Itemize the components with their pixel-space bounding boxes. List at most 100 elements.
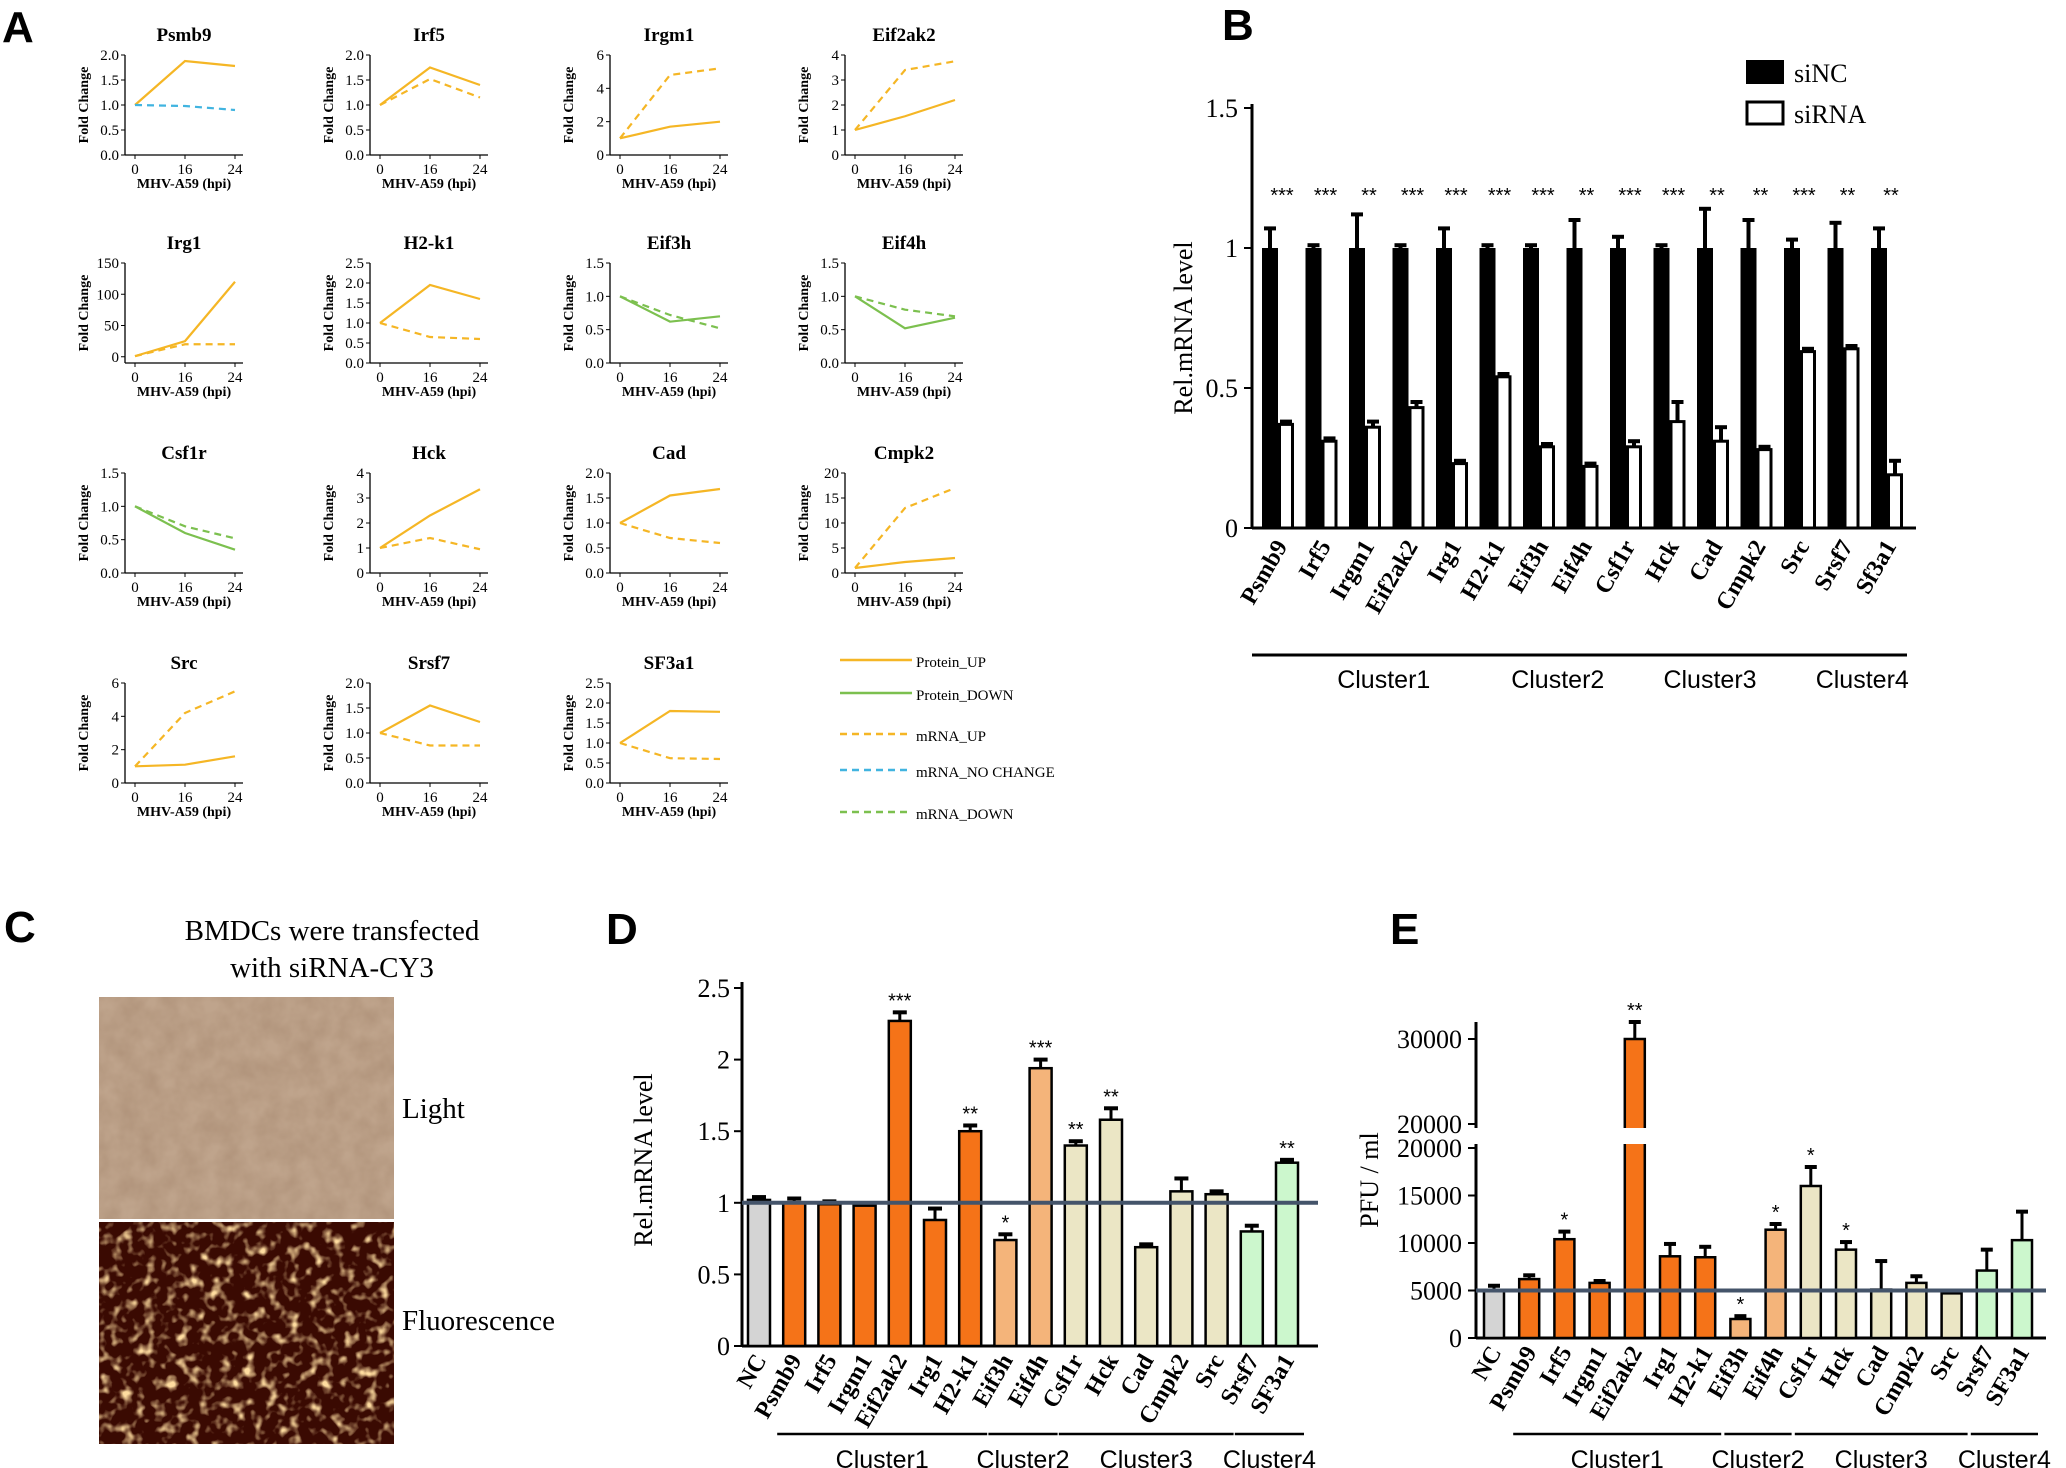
cluster-label: Cluster4 [1816, 666, 1909, 694]
bar-eif3h [993, 1238, 1018, 1348]
legend-sirna-swatch [1745, 100, 1785, 126]
y-tick-label: 0 [597, 148, 605, 164]
significance-mark: ** [1753, 185, 1769, 207]
y-tick-label: 2 [717, 1046, 730, 1075]
y-tick-label: 1.5 [345, 701, 364, 717]
significance-mark: *** [888, 990, 912, 1012]
bar-psmb9 [1517, 1277, 1541, 1340]
y-axis-label: Fold Change [322, 485, 337, 562]
bar-sinc [1566, 248, 1583, 528]
y-tick-label: 1.5 [345, 73, 364, 89]
significance-mark: *** [1488, 185, 1512, 207]
significance-mark: * [1002, 1212, 1010, 1234]
y-tick-label: 1.0 [100, 98, 119, 114]
x-tick-label: 0 [376, 370, 384, 386]
significance-mark: *** [1792, 185, 1816, 207]
significance-mark: ** [1579, 185, 1595, 207]
bar-eif4h [1028, 1066, 1053, 1348]
series-line-protein-down [134, 505, 236, 551]
y-tick-label: 2.0 [345, 276, 364, 292]
y-tick-label: 1.5 [585, 491, 604, 507]
y-tick-label: 0.5 [345, 336, 364, 352]
x-axis-label: MHV-A59 (hpi) [857, 177, 952, 192]
y-tick-label: 20000 [1397, 1134, 1462, 1163]
y-tick-label: 1.5 [698, 1117, 731, 1146]
y-tick-label: 0.5 [820, 323, 839, 339]
x-tick-label: 0 [376, 790, 384, 806]
y-axis-label: Fold Change [562, 695, 577, 772]
y-tick-label: 1.0 [345, 726, 364, 742]
significance-mark: *** [1401, 185, 1425, 207]
y-tick-label: 150 [97, 256, 120, 272]
x-axis-label: MHV-A59 (hpi) [137, 595, 232, 610]
y-tick-label: 1 [832, 123, 840, 139]
significance-mark: ** [962, 1103, 978, 1125]
x-tick-label: 16 [178, 162, 194, 178]
x-tick-label: 16 [423, 790, 439, 806]
significance-mark: * [1842, 1220, 1850, 1242]
x-tick-label: 16 [898, 580, 914, 596]
y-tick-label: 4 [832, 48, 840, 64]
series-line-protein-up [854, 98, 956, 132]
bar-sirna [1452, 462, 1468, 530]
small-chart-title: Csf1r [161, 443, 207, 464]
bar-cmpk2 [1169, 1190, 1194, 1348]
y-tick-label: 1.5 [1206, 94, 1239, 123]
series-line-mrna-down [854, 295, 956, 318]
significance-mark: ** [1068, 1119, 1084, 1141]
bar-sinc [1392, 248, 1409, 528]
y-axis-label: Fold Change [322, 275, 337, 352]
y-tick-label: 20000 [1397, 1110, 1462, 1139]
series-line-protein-up [619, 487, 721, 524]
y-tick-label: 1.0 [345, 316, 364, 332]
bar-csf1r [1063, 1144, 1089, 1348]
y-tick-label: 10 [824, 516, 839, 532]
cluster-label: Cluster1 [1571, 1446, 1664, 1468]
panel-label-e: E [1390, 905, 1419, 954]
legend-mrna-up-label: mRNA_UP [916, 729, 986, 745]
y-tick-label: 1.0 [820, 289, 839, 305]
y-tick-label: 1.5 [345, 296, 364, 312]
x-tick-label: 0 [616, 580, 624, 596]
y-tick-label: 1.5 [100, 73, 119, 89]
panel-label-d: D [606, 905, 638, 954]
x-axis-label: MHV-A59 (hpi) [382, 177, 477, 192]
x-tick-label: 0 [616, 790, 624, 806]
bar-srsf7 [1975, 1269, 1999, 1340]
y-tick-label: 1 [357, 541, 365, 557]
y-axis-label: Fold Change [77, 695, 92, 772]
bar-sinc [1653, 248, 1670, 528]
panel-label-c: C [4, 903, 36, 952]
series-line-mrna-down [619, 741, 721, 761]
significance-mark: *** [1662, 185, 1686, 207]
small-chart-title: Irg1 [167, 233, 202, 254]
bar-irg1 [1658, 1255, 1682, 1340]
series-line-protein-up [619, 120, 721, 140]
x-tick-label: 16 [663, 162, 679, 178]
y-tick-label: 0.0 [345, 776, 364, 792]
y-tick-label: 1.5 [100, 466, 119, 482]
x-tick-label: 0 [851, 580, 859, 596]
legend-mrna-down-label: mRNA_DOWN [916, 807, 1014, 823]
bar-hck [1834, 1248, 1858, 1340]
x-category-label: Csf1r [1590, 536, 1641, 599]
bar-sinc [1305, 248, 1322, 528]
x-tick-label: 0 [131, 162, 139, 178]
bar-nc [1482, 1289, 1506, 1340]
bar-h2-k1 [957, 1129, 983, 1348]
x-tick-label: 24 [713, 580, 729, 596]
cluster-label: Cluster2 [1511, 666, 1604, 694]
small-chart-title: SF3a1 [644, 653, 695, 674]
y-tick-label: 0 [357, 566, 365, 582]
x-category-label: H2-k1 [1456, 536, 1511, 604]
x-tick-label: 0 [851, 162, 859, 178]
series-line-protein-up [379, 704, 481, 734]
bar-sinc [1262, 248, 1278, 528]
significance-mark: * [1772, 1202, 1780, 1224]
light-micrograph-texture [99, 997, 394, 1219]
y-tick-label: 1.0 [585, 516, 604, 532]
bar-sinc [1610, 248, 1626, 528]
x-category-label: Irf5 [1294, 536, 1337, 584]
x-axis-label: MHV-A59 (hpi) [857, 385, 952, 400]
